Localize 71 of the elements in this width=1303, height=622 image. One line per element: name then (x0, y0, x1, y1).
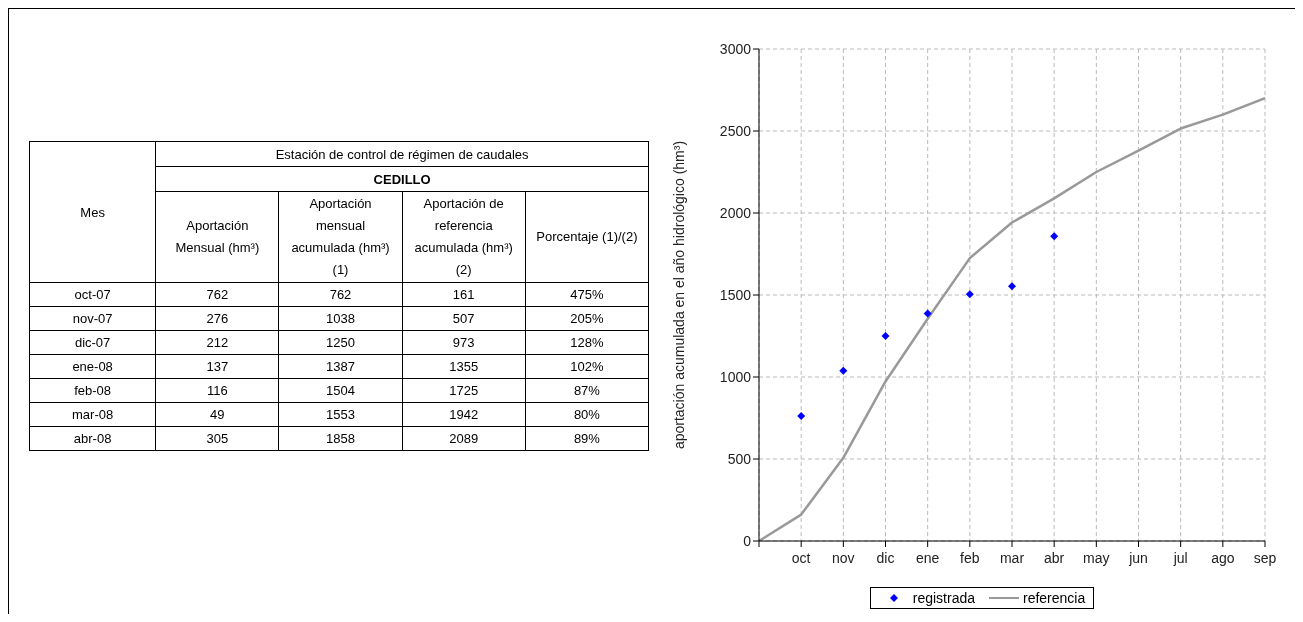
data-label: 1942 (402, 402, 526, 427)
x-tick-label: abr (1044, 550, 1065, 566)
data-label: 1553 (278, 402, 403, 427)
category-label: dic-07 (29, 330, 156, 355)
x-tick-label: mar (999, 550, 1025, 566)
point (923, 309, 932, 318)
y-tick-label: 2000 (719, 204, 752, 221)
data-label: 1250 (278, 330, 403, 355)
point (797, 412, 806, 421)
x-tick-label: jul (1172, 550, 1188, 566)
x-tick-label: ago (1211, 550, 1235, 566)
x-tick-label: jun (1128, 550, 1148, 566)
point (1050, 232, 1059, 241)
data-label: 1858 (278, 426, 403, 451)
point (881, 332, 890, 340)
point (965, 290, 974, 299)
category-label: ene-08 (29, 354, 156, 379)
data-label: 475% (525, 282, 649, 307)
category-label: oct-07 (29, 282, 156, 307)
text: Porcentaje (1)/(2) (525, 191, 649, 283)
data-label: 1038 (278, 306, 403, 331)
legend-label: referencia (1022, 590, 1086, 606)
text: Mes (29, 141, 156, 283)
data-label: 2089 (402, 426, 526, 451)
y-tick-label: 2500 (719, 122, 752, 139)
data-label: 87% (525, 378, 649, 403)
category-label: abr-08 (29, 426, 156, 451)
x-tick-label: feb (960, 550, 980, 566)
data-label: 102% (525, 354, 649, 379)
x-tick-label: oct (791, 550, 811, 566)
data-label: 116 (155, 378, 279, 403)
category-label: feb-08 (29, 378, 156, 403)
x-tick-label: nov (832, 550, 855, 566)
text: Estación de control de régimen de caudales (155, 141, 649, 167)
data-label: 137 (155, 354, 279, 379)
point (839, 366, 848, 375)
text: CEDILLO (155, 166, 649, 192)
data-label: 49 (155, 402, 279, 427)
y-tick-label: 500 (727, 450, 752, 467)
text: Aportación de referencia acumulada (hm³) (2) (402, 191, 526, 283)
y-tick-label: 1500 (719, 286, 752, 303)
x-tick-label: dic (876, 550, 895, 566)
data-label: 1387 (278, 354, 403, 379)
category-label: mar-08 (29, 402, 156, 427)
data-label: 1504 (278, 378, 403, 403)
data-label: 161 (402, 282, 526, 307)
text: Aportación Mensual (hm³) (155, 191, 279, 283)
data-label: 205% (525, 306, 649, 331)
data-label: 305 (155, 426, 279, 451)
data-label: 80% (525, 402, 649, 427)
data-label: 128% (525, 330, 649, 355)
data-label: 276 (155, 306, 279, 331)
data-label: 1725 (402, 378, 526, 403)
y-tick-label: 1000 (719, 368, 752, 385)
data-label: 212 (155, 330, 279, 355)
y-tick-label: 0 (743, 532, 752, 549)
text: Aportación mensual acumulada (hm³) (1) (278, 191, 403, 283)
data-label: 89% (525, 426, 649, 451)
x-tick-label: may (1083, 550, 1110, 566)
data-label: 762 (155, 282, 279, 307)
x-tick-label: sep (1253, 550, 1277, 566)
y-tick-label: 3000 (719, 40, 752, 57)
data-label: 507 (402, 306, 526, 331)
legend-label: registrada (911, 590, 975, 606)
category-label: nov-07 (29, 306, 156, 331)
x-tick-label: ene (915, 550, 940, 566)
y-axis-title: aportación acumulada en el año hidrológico (hm³) (670, 140, 687, 450)
data-label: 762 (278, 282, 403, 307)
point (1008, 282, 1016, 291)
data-label: 1355 (402, 354, 526, 379)
data-label: 973 (402, 330, 526, 355)
